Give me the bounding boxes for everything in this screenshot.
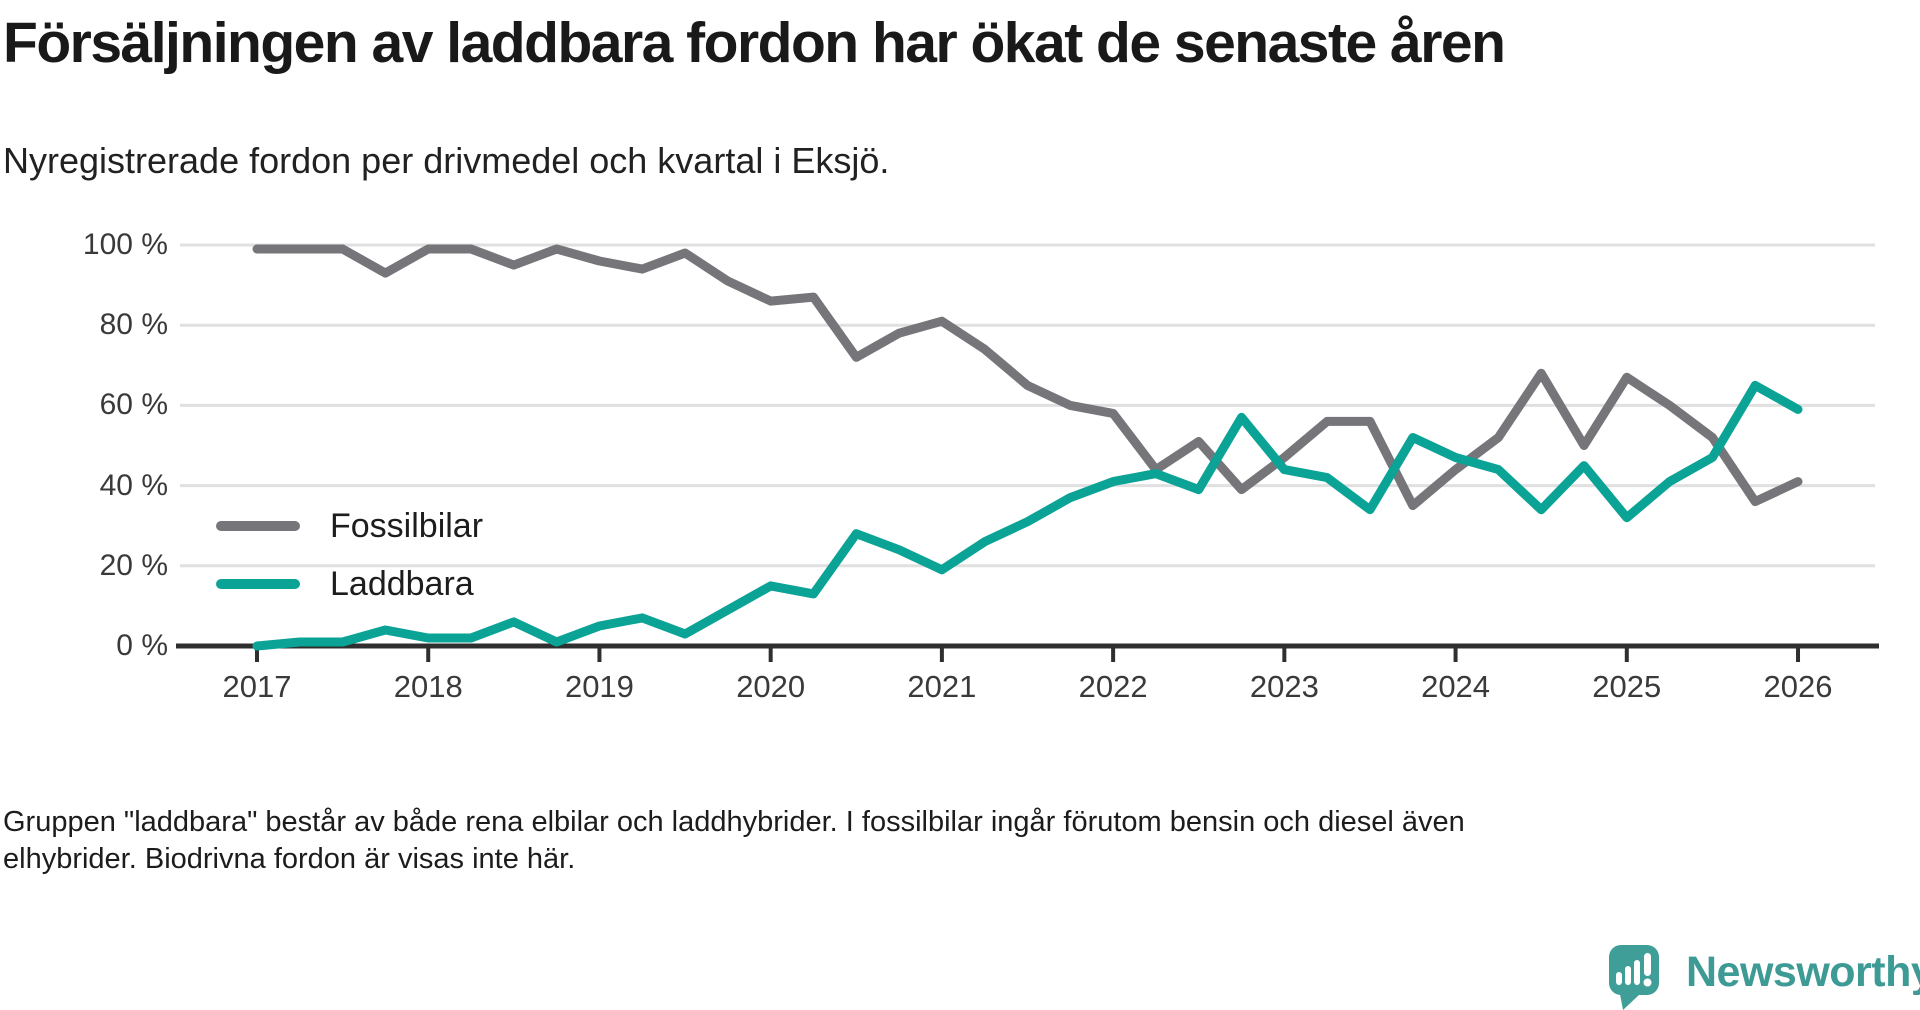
y-axis-label: 40 % xyxy=(99,468,168,502)
x-axis-label: 2018 xyxy=(393,669,463,704)
newsworthy-logo-icon xyxy=(1609,945,1659,1010)
series-line-fossilbilar xyxy=(252,244,1803,511)
legend-label-laddbara: Laddbara xyxy=(330,565,474,603)
y-axis-label: 80 % xyxy=(99,308,168,342)
x-axis-label: 2024 xyxy=(1421,669,1491,704)
x-axis-label: 2017 xyxy=(222,669,292,704)
y-axis-label: 100 % xyxy=(82,228,168,261)
newsworthy-wordmark: Newsworthy xyxy=(1686,947,1920,996)
legend-swatch-fossilbilar xyxy=(216,521,300,531)
footer-note: Gruppen "laddbara" består av både rena e… xyxy=(3,806,1465,875)
legend-swatch-laddbara xyxy=(216,579,300,589)
y-axis-label: 0 % xyxy=(116,629,168,662)
x-axis-label: 2026 xyxy=(1763,669,1833,704)
chart-subtitle: Nyregistrerade fordon per drivmedel och … xyxy=(3,140,890,181)
x-axis-label: 2023 xyxy=(1249,669,1319,704)
x-axis-label: 2019 xyxy=(564,669,634,704)
x-axis-label: 2020 xyxy=(736,669,806,704)
y-axis-label: 60 % xyxy=(99,388,168,422)
x-axis-label: 2022 xyxy=(1078,669,1148,704)
series-line-laddbara xyxy=(252,380,1803,651)
page-title: Försäljningen av laddbara fordon har öka… xyxy=(3,11,1506,75)
newsworthy-logo: Newsworthy xyxy=(1608,944,1920,1010)
x-axis-label: 2025 xyxy=(1592,669,1662,704)
x-axis-label: 2021 xyxy=(907,669,977,704)
y-axis-label: 20 % xyxy=(99,548,168,582)
legend-label-fossilbilar: Fossilbilar xyxy=(330,507,484,545)
